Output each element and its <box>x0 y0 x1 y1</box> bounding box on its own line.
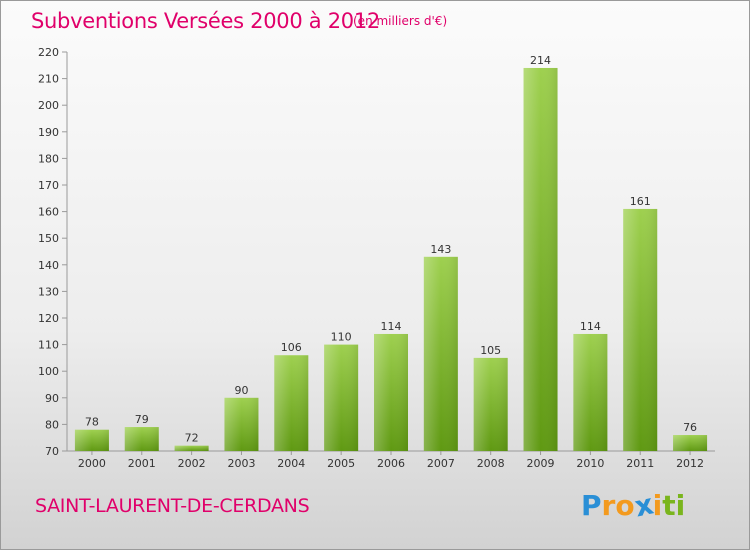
y-tick-label: 200 <box>38 99 59 112</box>
logo-letter: r <box>601 489 616 522</box>
x-tick-label: 2003 <box>227 457 255 470</box>
x-tick-label: 2002 <box>178 457 206 470</box>
y-tick-label: 110 <box>38 339 59 352</box>
bar-value-label: 114 <box>580 320 601 333</box>
bar-shade <box>673 435 708 451</box>
bar-shade <box>274 355 309 451</box>
bar-shade <box>124 427 159 451</box>
plot-area: 7080901001101201301401501601701801902002… <box>38 46 715 470</box>
logo-letter: o <box>615 489 635 522</box>
chart-title: Subventions Versées 2000 à 2012 <box>31 9 380 33</box>
bar-shade <box>573 333 608 451</box>
bar-value-label: 79 <box>135 413 149 426</box>
bar-shade <box>623 208 658 451</box>
x-tick-label: 2004 <box>277 457 305 470</box>
bar-shade <box>174 445 209 451</box>
logo-letter: i <box>675 489 686 522</box>
y-tick-label: 170 <box>38 179 59 192</box>
x-tick-label: 2007 <box>427 457 455 470</box>
bar-value-label: 214 <box>530 54 551 67</box>
bar-value-label: 76 <box>683 421 697 434</box>
bar-value-label: 105 <box>480 344 501 357</box>
bar-value-label: 72 <box>185 432 199 445</box>
bar-shade <box>74 429 109 451</box>
bar-value-label: 110 <box>331 331 352 344</box>
bar-value-label: 90 <box>234 384 248 397</box>
x-tick-label: 2008 <box>477 457 505 470</box>
commune-name: SAINT-LAURENT-DE-CERDANS <box>35 495 310 517</box>
y-tick-label: 70 <box>45 445 59 458</box>
y-tick-label: 210 <box>38 73 59 86</box>
x-tick-label: 2010 <box>576 457 604 470</box>
bar-shade <box>224 397 259 451</box>
bar-value-label: 114 <box>381 320 402 333</box>
bar-value-label: 143 <box>430 243 451 256</box>
logo-letter: i <box>652 489 663 522</box>
x-tick-label: 2005 <box>327 457 355 470</box>
y-tick-label: 90 <box>45 392 59 405</box>
bar-value-label: 78 <box>85 416 99 429</box>
bar-value-label: 106 <box>281 341 302 354</box>
chart-subtitle: (en milliers d'€) <box>353 14 448 28</box>
y-tick-label: 220 <box>38 46 59 59</box>
y-tick-label: 150 <box>38 232 59 245</box>
x-tick-label: 2001 <box>128 457 156 470</box>
y-tick-label: 140 <box>38 259 59 272</box>
x-tick-label: 2012 <box>676 457 704 470</box>
bar-shade <box>523 67 558 452</box>
y-tick-label: 180 <box>38 152 59 165</box>
x-tick-label: 2009 <box>527 457 555 470</box>
bar-shade <box>324 344 359 451</box>
x-tick-label: 2000 <box>78 457 106 470</box>
y-tick-label: 160 <box>38 206 59 219</box>
y-tick-label: 190 <box>38 126 59 139</box>
bar-shade <box>473 357 508 451</box>
y-tick-label: 120 <box>38 312 59 325</box>
y-tick-label: 100 <box>38 365 59 378</box>
y-tick-label: 80 <box>45 418 59 431</box>
x-tick-label: 2011 <box>626 457 654 470</box>
y-tick-label: 130 <box>38 285 59 298</box>
logo-letter: t <box>662 489 676 522</box>
bar-shade <box>374 333 408 451</box>
bar-shade <box>423 256 458 451</box>
proxiti-logo: Proxiti <box>581 487 686 523</box>
bar-value-label: 161 <box>630 195 651 208</box>
logo-letter: P <box>581 489 602 522</box>
x-tick-label: 2006 <box>377 457 405 470</box>
